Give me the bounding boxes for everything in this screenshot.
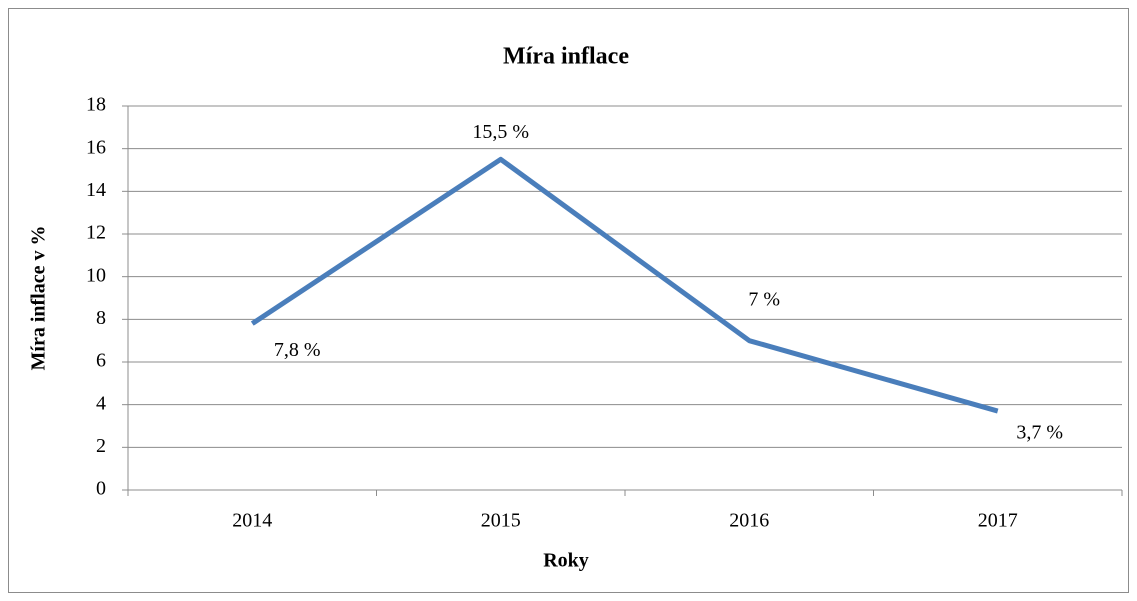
line [250, 156, 999, 414]
y-tick-label: 14 [86, 179, 106, 201]
y-axis-title: Míra inflace v % [28, 226, 50, 371]
y-tick-label: 10 [86, 264, 106, 286]
y-tick-label: 6 [96, 350, 106, 372]
x-tick-label: 2017 [978, 510, 1018, 532]
y-tick-label: 2 [96, 435, 106, 457]
x-tick-label: 2015 [481, 510, 521, 532]
data-label: 7,8 % [274, 339, 321, 361]
x-axis-title: Roky [543, 550, 589, 572]
y-tick-label: 16 [86, 136, 106, 158]
x-tick-label: 2016 [729, 510, 769, 532]
chart-title: Míra inflace [503, 44, 629, 70]
y-tick-label: 4 [96, 392, 106, 414]
data-label: 7 % [748, 288, 780, 310]
data-label: 3,7 % [1016, 422, 1063, 444]
y-tick-label: 8 [96, 307, 106, 329]
chart-frame [8, 8, 1129, 593]
y-tick-label: 18 [86, 94, 106, 116]
data-label: 15,5 % [472, 121, 529, 143]
x-tick-label: 2014 [232, 510, 272, 532]
y-tick-label: 12 [86, 222, 106, 244]
y-tick-label: 0 [96, 478, 106, 500]
